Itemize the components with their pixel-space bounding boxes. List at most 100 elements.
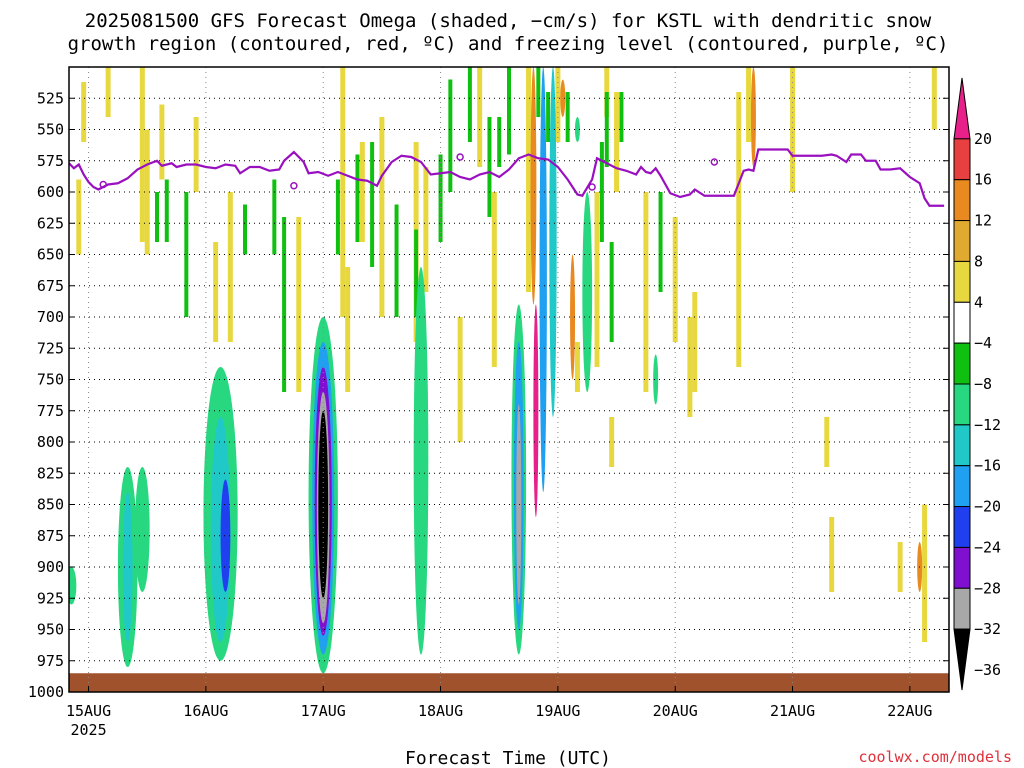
y-tick-label: 950 <box>37 621 64 639</box>
omega-streak-positive <box>359 142 365 242</box>
x-tick-label: 20AUG <box>653 702 698 720</box>
omega-streak-positive <box>340 67 346 317</box>
omega-streak-negative <box>448 79 453 192</box>
omega-streak-negative <box>507 67 511 155</box>
omega-streak-negative <box>599 142 604 242</box>
colorbar-label: −24 <box>974 538 1001 556</box>
omega-cell <box>750 67 756 167</box>
omega-cell <box>220 479 231 592</box>
omega-cell <box>69 567 77 605</box>
omega-streak-positive <box>76 179 82 255</box>
below-ground-band <box>69 673 949 692</box>
omega-streak-negative <box>335 179 340 255</box>
omega-streak-positive <box>555 67 561 142</box>
omega-shading <box>69 67 949 692</box>
colorbar-label: −20 <box>974 498 1001 516</box>
omega-streak-positive <box>922 504 928 642</box>
x-tick-label: 22AUG <box>887 702 932 720</box>
freezing-level-contour <box>68 148 945 207</box>
colorbar-swatch <box>953 546 971 589</box>
omega-streak-positive <box>526 67 532 292</box>
y-tick-label: 550 <box>37 121 64 139</box>
omega-streak-negative <box>546 92 551 142</box>
freezing-level-label-marker <box>99 180 107 189</box>
colorbar-label: 16 <box>974 171 992 189</box>
colorbar-label: −4 <box>974 334 992 352</box>
colorbar-label: −8 <box>974 375 992 393</box>
omega-streak-positive <box>213 242 219 342</box>
omega-streak-negative <box>565 92 570 142</box>
omega-cell <box>533 304 539 517</box>
omega-streak-positive <box>477 67 483 167</box>
colorbar-swatch <box>953 301 971 344</box>
y-tick-label: 975 <box>37 652 64 670</box>
chart-title-line-2: growth region (contoured, red, ºC) and f… <box>68 33 949 55</box>
omega-streak-positive <box>193 117 199 192</box>
omega-streak-negative <box>155 192 159 242</box>
freezing-level-label-marker <box>710 158 719 166</box>
omega-streak-negative <box>658 192 663 292</box>
omega-streak-negative <box>355 154 360 242</box>
colorbar-label: −36 <box>974 661 1001 679</box>
y-tick-label: 675 <box>37 277 64 295</box>
y-tick-label: 850 <box>37 496 64 514</box>
y-tick-label: 900 <box>37 558 64 576</box>
omega-streak-positive <box>897 542 903 592</box>
colorbar-label: −32 <box>974 620 1001 638</box>
y-tick-label: 875 <box>37 527 64 545</box>
omega-streak-negative <box>414 229 419 317</box>
omega-cell <box>539 67 547 492</box>
colorbar-top-triangle <box>953 77 971 140</box>
omega-cell <box>319 429 328 574</box>
colorbar-swatch <box>953 179 971 222</box>
omega-streak-positive <box>105 67 111 117</box>
colorbar-label: 8 <box>974 252 983 270</box>
omega-streak-positive <box>746 67 752 142</box>
omega-streak-negative <box>536 67 541 117</box>
omega-streak-negative <box>487 117 492 217</box>
omega-cell <box>653 354 659 405</box>
colorbar-swatch <box>953 342 971 385</box>
y-tick-label: 775 <box>37 402 64 420</box>
omega-streak-negative <box>243 204 247 255</box>
omega-streak-positive <box>574 342 580 392</box>
colorbar-swatch <box>953 383 971 426</box>
colorbar: 20 16 12 8 4 −4 −8 −12 −16 −20 −24 −28 −32 −36 <box>953 77 1001 691</box>
y-tick-label: 650 <box>37 246 64 264</box>
x-tick-label: 15AUG <box>66 702 111 720</box>
colorbar-label: −16 <box>974 457 1001 475</box>
x-tick-label: 18AUG <box>418 702 463 720</box>
freezing-level-label-marker <box>588 183 596 191</box>
omega-streak-negative <box>184 192 189 317</box>
chart-title-line-1: 2025081500 GFS Forecast Omega (shaded, −… <box>85 10 932 32</box>
omega-cell <box>516 404 522 605</box>
colorbar-label: 4 <box>974 293 983 311</box>
y-tick-label: 525 <box>37 89 64 107</box>
omega-streak-positive <box>139 67 145 242</box>
omega-streak-positive <box>423 167 429 292</box>
omega-streak-positive <box>491 192 497 367</box>
omega-streak-positive <box>736 92 742 367</box>
colorbar-label: 20 <box>974 130 992 148</box>
colorbar-label: −12 <box>974 416 1001 434</box>
colorbar-swatch <box>953 506 971 548</box>
omega-streak-positive <box>643 192 649 392</box>
x-tick-label: 19AUG <box>535 702 580 720</box>
omega-cell <box>560 79 566 117</box>
omega-streak-positive <box>159 104 165 180</box>
colorbar-swatch <box>953 587 971 630</box>
omega-streak-positive <box>379 117 385 317</box>
y-tick-label: 700 <box>37 308 64 326</box>
y-tick-label: 625 <box>37 214 64 232</box>
freezing-level-label-marker <box>456 153 464 161</box>
omega-streak-positive <box>594 192 600 367</box>
omega-streak-negative <box>604 92 609 167</box>
omega-streak-positive <box>457 317 463 442</box>
colorbar-swatch <box>953 138 971 181</box>
omega-cell <box>122 492 133 642</box>
x-tick-label: 17AUG <box>301 702 346 720</box>
omega-streak-positive <box>144 129 150 255</box>
omega-streak-negative <box>370 142 375 267</box>
omega-streak-negative <box>438 154 443 242</box>
